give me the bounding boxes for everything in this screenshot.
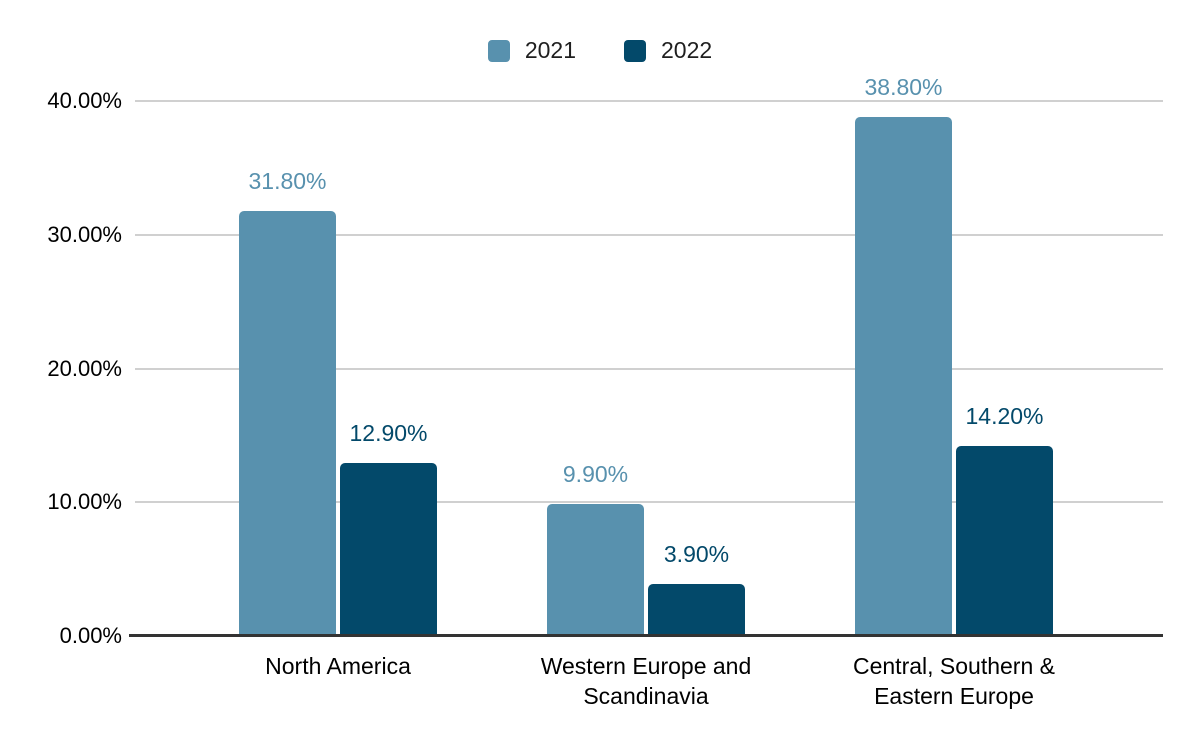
plot-area: 31.80% 9.90% 38.80% 12.90% 3.90% 14.20%: [129, 74, 1163, 637]
bar-value-label-2022-1: 3.90%: [663, 540, 730, 567]
y-tick-label: 10.00%: [47, 489, 122, 515]
legend-item-2021: 2021: [487, 37, 576, 64]
x-category-label-line: Scandinavia: [583, 683, 709, 709]
legend-item-2022: 2022: [624, 37, 712, 64]
gridline: [135, 501, 1163, 504]
x-category-label-0: North America: [168, 651, 508, 681]
bar-2022-0: [340, 463, 437, 636]
legend-label-2021: 2021: [524, 37, 576, 63]
bar-value-label-2022-2: 14.20%: [965, 403, 1044, 430]
legend-swatch-2021: [487, 39, 510, 62]
bar-value-label-2021-2: 38.80%: [864, 74, 943, 101]
y-tick-label: 40.00%: [47, 88, 122, 113]
gridline: [135, 100, 1163, 102]
bar-2021-0: [239, 210, 336, 636]
y-tick-label: 30.00%: [47, 221, 122, 247]
bar-2022-2: [956, 446, 1053, 636]
y-tick-label: 20.00%: [47, 355, 122, 381]
bar-2022-1: [648, 583, 745, 636]
x-axis-line: [129, 634, 1163, 637]
legend: 2021 2022: [0, 37, 1200, 64]
gridline: [135, 367, 1163, 370]
x-category-label-2: Central, Southern & Eastern Europe: [784, 651, 1124, 711]
y-axis: 0.00% 10.00% 20.00% 30.00% 40.00%: [0, 88, 122, 648]
legend-swatch-2022: [624, 39, 646, 62]
y-tick-label: 0.00%: [59, 623, 122, 648]
bar-2021-2: [855, 117, 952, 636]
x-category-label-line: Central, Southern &: [852, 653, 1055, 679]
gridline: [135, 233, 1163, 236]
legend-label-2022: 2022: [661, 37, 713, 63]
bar-2021-1: [547, 503, 644, 636]
bar-value-label-2021-1: 9.90%: [562, 460, 629, 487]
x-category-label-line: Western Europe and: [540, 653, 752, 679]
x-category-label-line: Eastern Europe: [874, 683, 1034, 709]
x-category-label-1: Western Europe and Scandinavia: [476, 651, 816, 711]
bar-value-label-2022-0: 12.90%: [349, 420, 428, 447]
x-category-label-line: North America: [265, 653, 411, 679]
bar-value-label-2021-0: 31.80%: [248, 167, 327, 194]
